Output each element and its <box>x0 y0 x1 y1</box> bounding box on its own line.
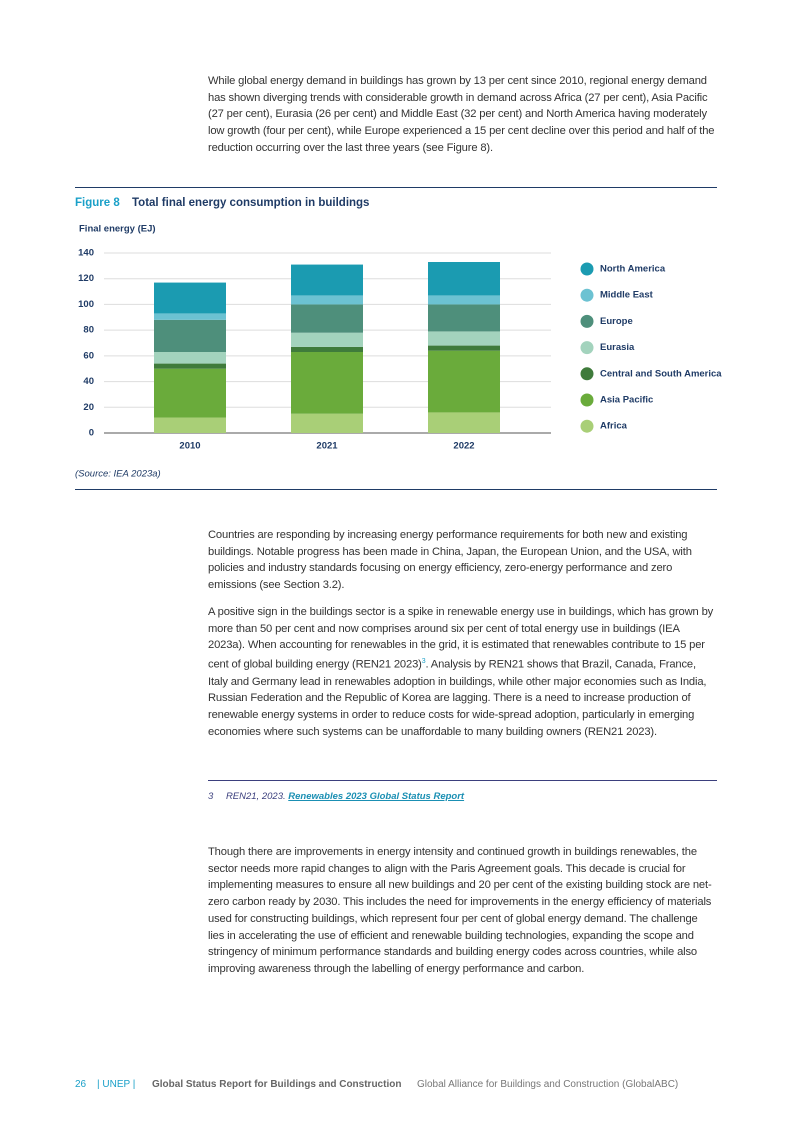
bar-segment <box>291 332 363 347</box>
org: | UNEP | <box>97 1079 136 1090</box>
legend-label: Africa <box>600 421 628 432</box>
footnote: 3 REN21, 2023. Renewables 2023 Global St… <box>208 791 464 802</box>
y-tick-label: 40 <box>83 376 94 387</box>
bar-segment <box>291 413 363 433</box>
legend-marker <box>580 367 594 381</box>
legend-marker <box>580 262 594 276</box>
bar-segment <box>428 345 500 351</box>
footnote-source: REN21, 2023. <box>225 791 286 802</box>
text: . Analysis by REN21 shows that Brazil, C… <box>208 658 707 738</box>
chart: Figure 8 Total final energy consumption … <box>75 197 722 480</box>
figure-label: Figure 8 <box>75 197 120 209</box>
bar-segment <box>428 331 500 346</box>
bar-segment <box>291 304 363 333</box>
bar-segment <box>154 352 226 364</box>
bar-segment <box>428 262 500 296</box>
legend-label: North America <box>600 264 666 275</box>
legend-marker <box>580 419 594 433</box>
rule <box>208 780 717 781</box>
bar-segment <box>291 346 363 352</box>
legend-label: Middle East <box>600 290 654 301</box>
bar-segment <box>428 295 500 305</box>
bar-segment <box>428 412 500 433</box>
text: A positive sign in the buildings sector … <box>208 606 714 671</box>
bar-segment <box>428 350 500 413</box>
y-tick-label: 20 <box>83 402 94 413</box>
x-tick-label: 2022 <box>453 441 474 452</box>
footnote-number: 3 <box>208 791 214 802</box>
legend-label: Europe <box>600 316 633 327</box>
x-tick-label: 2021 <box>316 441 338 452</box>
rule <box>75 187 717 188</box>
paragraph: A positive sign in the buildings sector … <box>208 604 716 740</box>
y-tick-label: 60 <box>83 350 94 361</box>
bar-segment <box>428 304 500 332</box>
x-tick-label: 2010 <box>179 441 200 452</box>
report-title: Global Status Report for Buildings and C… <box>152 1079 402 1090</box>
legend-marker <box>580 288 594 302</box>
bar-segment <box>154 319 226 352</box>
y-tick-label: 120 <box>78 273 94 284</box>
paragraph: Though there are improvements in energy … <box>208 846 712 975</box>
legend-label: Asia Pacific <box>600 395 653 406</box>
bar-segment <box>154 417 226 433</box>
legend-label: Eurasia <box>600 342 635 353</box>
footnote-ref: 3 <box>421 658 426 666</box>
y-tick-label: 0 <box>89 428 94 439</box>
bar-segment <box>291 264 363 296</box>
y-tick-label: 140 <box>78 248 94 259</box>
y-tick-label: 80 <box>83 325 94 336</box>
legend-marker <box>580 314 594 328</box>
alliance: Global Alliance for Buildings and Constr… <box>417 1079 679 1090</box>
y-axis-label: Final energy (EJ) <box>79 224 156 235</box>
paragraph: Countries are responding by increasing e… <box>208 529 692 592</box>
y-tick-label: 100 <box>78 299 94 310</box>
legend-marker <box>580 341 594 355</box>
legend-label: Central and South America <box>600 368 722 379</box>
bar-segment <box>291 352 363 414</box>
legend-marker <box>580 393 594 407</box>
paragraph: While global energy demand in buildings … <box>208 75 715 154</box>
footnote-link[interactable]: Renewables 2023 Global Status Report <box>288 791 465 802</box>
page-number: 26 <box>75 1079 87 1090</box>
bar-segment <box>291 295 363 305</box>
bar-segment <box>154 368 226 418</box>
bar-segment <box>154 363 226 369</box>
source: (Source: IEA 2023a) <box>75 469 161 480</box>
bar-segment <box>154 282 226 314</box>
bar-segment <box>154 313 226 320</box>
rule <box>75 489 717 490</box>
chart-title: Total final energy consumption in buildi… <box>132 197 369 209</box>
